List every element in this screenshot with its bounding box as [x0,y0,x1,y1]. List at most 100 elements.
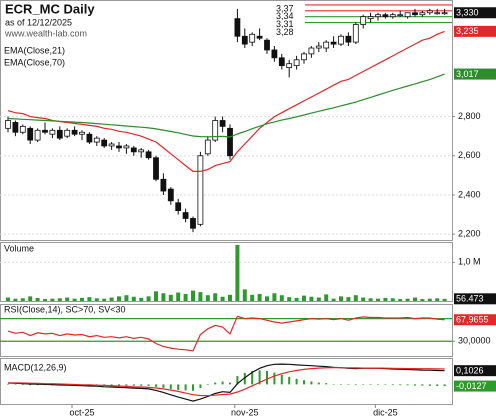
level-label: 3,31 [276,19,294,29]
last-value-box [454,7,496,19]
volume-bar [390,298,395,301]
legend-entry: EMA(Close,21) [4,45,65,55]
candle-body [212,120,219,141]
candle-body [323,41,330,49]
candle-body [412,12,418,16]
candle-body [375,14,381,18]
histogram-bar [155,384,157,387]
volume-bar [72,298,77,301]
last-value-box [454,25,496,37]
histogram-bar [273,372,276,385]
histogram-bar [169,384,172,390]
volume-bar [109,297,114,301]
histogram-bar [177,384,180,390]
histogram-bar [384,384,387,385]
volume-bar [257,294,262,301]
histogram-bar [288,376,291,385]
candle-body [389,14,396,18]
volume-bar [442,298,447,301]
volume-bar [427,298,432,301]
volume-bar [205,295,210,301]
candle-body [419,12,426,16]
volume-bar [413,297,417,301]
y-tick-label: 2,200 [458,228,481,238]
volume-bar [376,298,380,301]
candle-body [160,178,167,192]
histogram-bar [428,384,431,386]
candle-body [249,33,256,43]
series-line [7,30,445,172]
volume-bar [405,298,410,301]
volume-bar [272,293,277,301]
volume-bar [117,296,121,301]
candle-body [12,122,19,133]
x-tick-label: oct-25 [69,407,94,417]
volume-bar [235,244,240,301]
candle-body [19,125,26,133]
histogram-bar [236,376,239,385]
candle-body [197,155,204,225]
volume-bar [339,296,343,301]
volume-bar [191,290,195,301]
candle-body [345,35,352,43]
candle-body [153,157,159,180]
panel-title: MACD(12,26,9) [4,362,67,372]
candle-body [64,129,71,137]
candle-body [167,188,174,202]
subtitle: as of 12/12/2025 [5,17,72,27]
histogram-bar [266,371,268,385]
volume-bar [154,291,158,301]
candle-body [34,129,41,141]
volume-bar [168,294,173,301]
last-value-box [454,365,496,377]
histogram-bar [421,384,424,386]
chart-title: ECR_MC Daily [5,1,95,16]
candle-body [182,212,189,219]
candle-body [86,133,93,143]
series-line [7,315,445,352]
histogram-bar [14,384,17,385]
candle-body [49,129,56,135]
candle-body [130,147,137,153]
histogram-bar [162,384,165,388]
candle-body [56,129,63,139]
histogram-bar [251,370,254,385]
candle-body [367,16,374,20]
price-panel [0,0,453,241]
panel-title: RSI(Close,14), SC>70, SV<30 [4,304,126,314]
candle-body [308,47,315,55]
last-value-label: 67,9655 [456,315,489,325]
histogram-bar [125,384,128,386]
histogram-bar [140,384,143,386]
volume-bar [331,298,336,301]
histogram-bar [206,384,209,386]
histogram-bar [118,384,120,386]
level-label: 3,37 [276,3,294,13]
last-value-label: 0,1026 [456,366,484,376]
candle-body [426,10,433,14]
histogram-bar [221,381,224,385]
histogram-bar [36,384,39,386]
histogram-bar [340,384,342,385]
legend-entry: EMA(Close,70) [4,57,65,67]
histogram-bar [317,382,320,385]
volume-bar [43,299,47,301]
volume-bar [176,292,181,301]
candle-body [108,143,115,147]
candle-body [256,35,263,39]
histogram-bar [192,384,194,391]
candle-body [315,45,322,49]
histogram-bar [369,384,372,385]
histogram-bar [280,374,283,385]
candle-body [234,18,241,37]
volume-bar [309,296,314,301]
histogram-bar [229,382,231,385]
volume-bar [294,297,299,301]
candle-body [116,145,122,149]
last-value-label: -0,0127 [456,381,487,391]
candle-body [264,39,270,51]
x-tick-label: nov-25 [231,407,259,417]
last-value-box [454,68,496,80]
candle-body [204,139,211,155]
